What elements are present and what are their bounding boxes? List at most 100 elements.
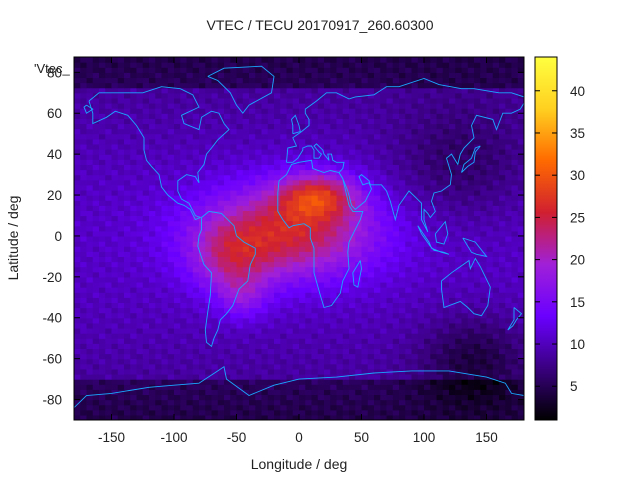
heatmap-cell xyxy=(105,266,113,273)
heatmap-cell xyxy=(267,373,275,380)
heatmap-cell xyxy=(249,409,256,416)
heatmap-cell xyxy=(305,159,313,165)
heatmap-cell xyxy=(236,133,244,140)
heatmap-cell xyxy=(442,384,450,390)
heatmap-cell xyxy=(417,333,425,339)
heatmap-cell xyxy=(299,241,306,247)
heatmap-cell xyxy=(349,373,356,380)
heatmap-cell xyxy=(261,92,269,99)
heatmap-cell xyxy=(455,333,463,339)
heatmap-cell xyxy=(249,373,256,380)
heatmap-cell xyxy=(436,297,444,304)
heatmap-cell xyxy=(155,399,163,406)
heatmap-cell xyxy=(99,72,106,79)
heatmap-cell xyxy=(242,138,250,145)
heatmap-cell xyxy=(442,189,450,196)
heatmap-cell xyxy=(299,87,306,94)
heatmap-cell xyxy=(392,256,400,263)
heatmap-cell xyxy=(192,409,200,416)
heatmap-cell xyxy=(286,343,294,350)
heatmap-cell xyxy=(286,67,294,73)
heatmap-cell xyxy=(511,358,519,365)
heatmap-cell xyxy=(130,200,138,206)
heatmap-cell xyxy=(217,281,225,288)
heatmap-cell xyxy=(292,384,300,390)
heatmap-cell xyxy=(499,287,506,293)
heatmap-cell xyxy=(136,220,144,227)
heatmap-cell xyxy=(224,399,231,406)
heatmap-cell xyxy=(317,72,325,79)
heatmap-cell xyxy=(480,159,488,165)
heatmap-cell xyxy=(474,409,481,416)
heatmap-cell xyxy=(492,225,500,232)
heatmap-cell xyxy=(86,128,94,135)
heatmap-cell xyxy=(74,251,81,257)
heatmap-cell xyxy=(336,343,344,350)
heatmap-cell xyxy=(442,108,450,114)
heatmap-cell xyxy=(230,113,238,119)
heatmap-cell xyxy=(217,343,225,350)
heatmap-cell xyxy=(167,404,175,411)
heatmap-cell xyxy=(267,246,275,252)
heatmap-cell xyxy=(86,92,94,99)
heatmap-cell xyxy=(436,128,444,135)
heatmap-cell xyxy=(217,384,225,390)
heatmap-cell xyxy=(324,138,331,145)
heatmap-cell xyxy=(74,230,81,237)
heatmap-cell xyxy=(499,67,506,73)
heatmap-cell xyxy=(505,338,513,344)
heatmap-cell xyxy=(486,230,494,237)
heatmap-cell xyxy=(349,251,356,257)
heatmap-cell xyxy=(374,373,381,380)
heatmap-cell xyxy=(505,292,513,298)
heatmap-cell xyxy=(111,138,119,145)
heatmap-cell xyxy=(517,251,524,257)
heatmap-cell xyxy=(486,399,494,406)
heatmap-cell xyxy=(161,317,169,324)
heatmap-cell xyxy=(105,230,113,237)
heatmap-cell xyxy=(461,358,469,365)
heatmap-cell xyxy=(499,348,506,355)
heatmap-cell xyxy=(299,297,306,304)
heatmap-cell xyxy=(80,379,88,385)
heatmap-cell xyxy=(292,184,300,191)
heatmap-cell xyxy=(105,210,113,217)
heatmap-cell xyxy=(274,292,281,298)
heatmap-cell xyxy=(467,184,475,191)
heatmap-cell xyxy=(424,276,431,283)
heatmap-cell xyxy=(311,189,319,196)
heatmap-cell xyxy=(311,174,319,181)
heatmap-cell xyxy=(480,358,488,365)
heatmap-cell xyxy=(230,159,238,165)
heatmap-cell xyxy=(186,195,194,201)
heatmap-cell xyxy=(467,87,475,94)
heatmap-cell xyxy=(517,327,524,334)
heatmap-cell xyxy=(205,404,213,411)
heatmap-cell xyxy=(224,409,231,416)
heatmap-cell xyxy=(192,87,200,94)
heatmap-cell xyxy=(155,123,163,130)
heatmap-cell xyxy=(480,235,488,242)
heatmap-cell xyxy=(336,123,344,130)
heatmap-cell xyxy=(224,103,231,109)
heatmap-cell xyxy=(205,307,213,314)
heatmap-cell xyxy=(92,389,100,396)
heatmap-cell xyxy=(167,271,175,278)
heatmap-cell xyxy=(86,368,94,375)
heatmap-cell xyxy=(480,123,488,130)
heatmap-cell xyxy=(330,220,338,227)
heatmap-cell xyxy=(105,379,113,385)
heatmap-cell xyxy=(80,189,88,196)
heatmap-cell xyxy=(267,225,275,232)
heatmap-cell xyxy=(480,261,488,268)
heatmap-cell xyxy=(92,307,100,314)
heatmap-cell xyxy=(299,404,306,411)
heatmap-cell xyxy=(149,97,156,104)
heatmap-cell xyxy=(280,241,288,247)
heatmap-cell xyxy=(117,92,125,99)
heatmap-cell xyxy=(105,174,113,181)
heatmap-cell xyxy=(161,174,169,181)
heatmap-cell xyxy=(455,251,463,257)
heatmap-cell xyxy=(517,97,524,104)
heatmap-cell xyxy=(261,195,269,201)
